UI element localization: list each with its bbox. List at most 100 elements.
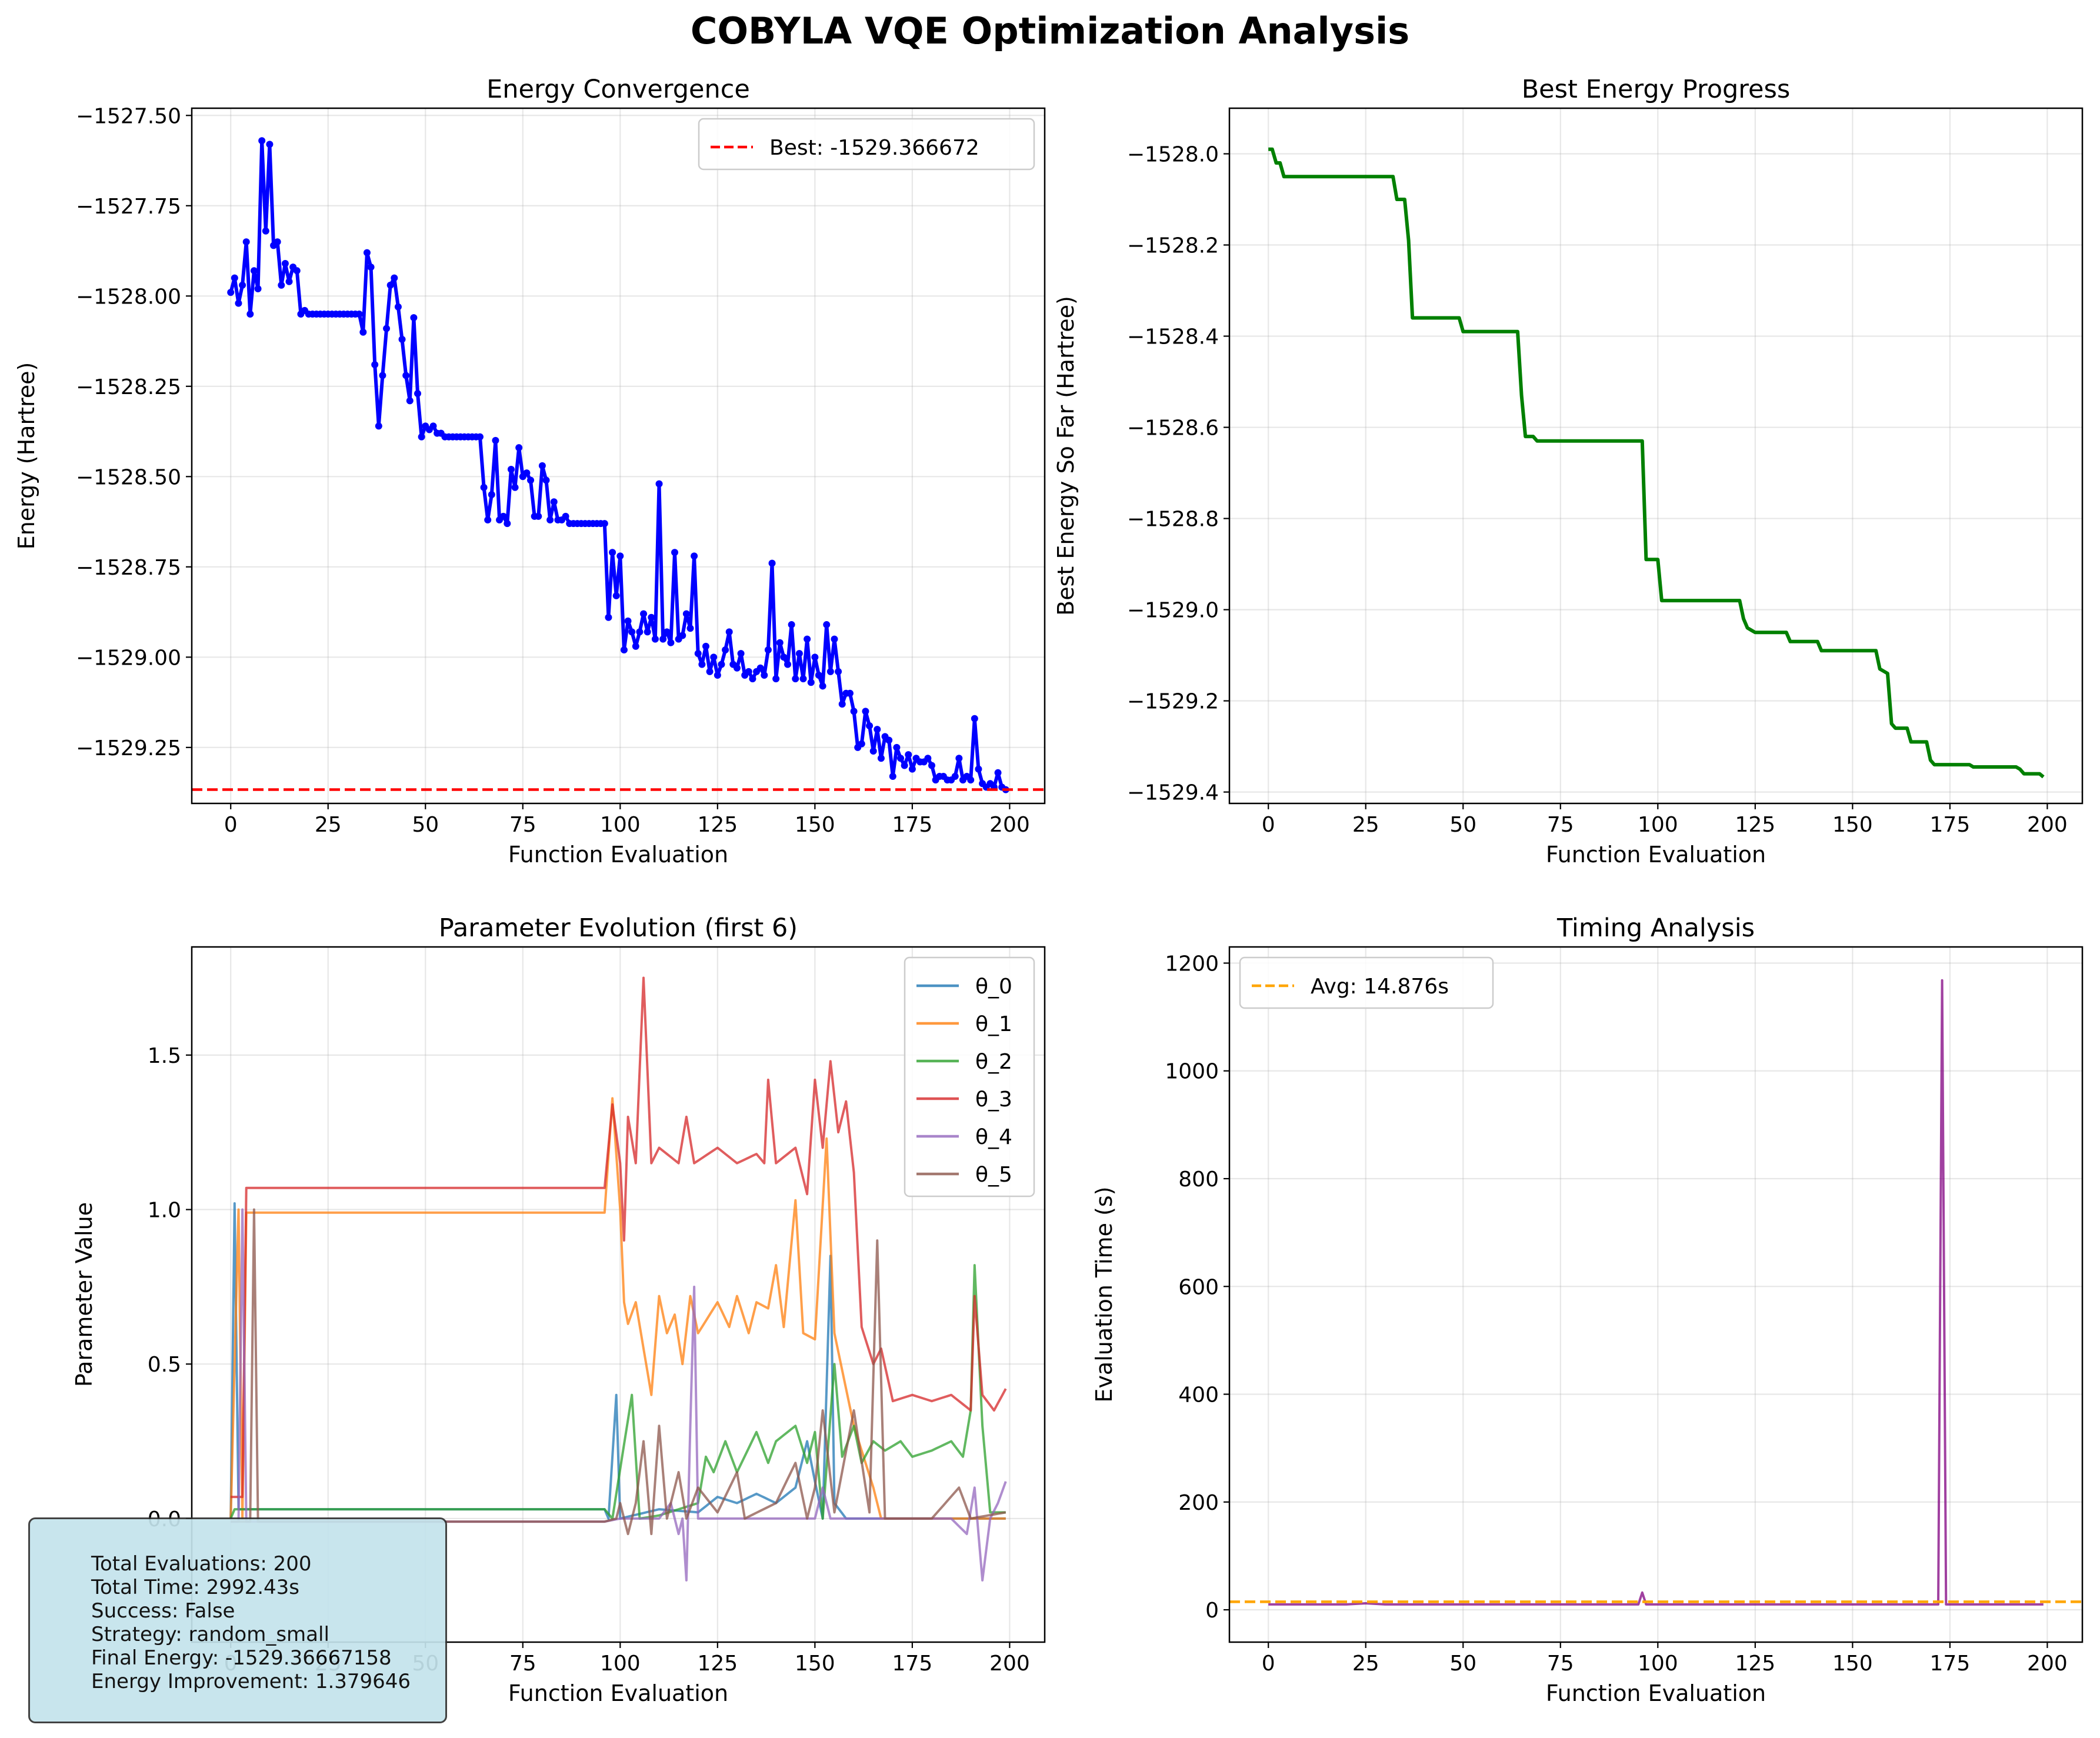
y-tick-label: −1528.8 [1127, 508, 1219, 532]
y-tick-label: 400 [1178, 1383, 1219, 1407]
data-point [823, 621, 831, 629]
data-point [776, 639, 784, 646]
data-point [386, 281, 394, 289]
legend-box [698, 118, 1035, 171]
data-point [846, 689, 854, 697]
series-line [231, 976, 1007, 1499]
data-point [546, 516, 554, 523]
data-point [274, 238, 281, 246]
data-point [714, 672, 721, 679]
data-point [858, 740, 865, 748]
data-point [655, 480, 663, 488]
data-point [971, 715, 978, 722]
y-tick-label: 1.0 [148, 1199, 181, 1223]
x-tick-label: 0 [1262, 813, 1275, 837]
data-point [640, 610, 648, 618]
figure-title: COBYLA VQE Optimization Analysis [691, 9, 1409, 52]
data-point [772, 675, 780, 683]
x-tick-label: 125 [1735, 1652, 1775, 1676]
data-point [679, 632, 686, 639]
data-point [967, 776, 975, 784]
data-point [975, 765, 982, 773]
x-axis-label: Function Evaluation [1546, 842, 1766, 868]
data-point [620, 646, 628, 654]
y-tick-label: 1200 [1165, 952, 1219, 976]
stats-line: Success: False [91, 1599, 235, 1623]
data-point [749, 675, 756, 683]
chart-params: 02550751001251501752000.00.51.01.5Parame… [71, 913, 1046, 1706]
x-tick-label: 75 [1547, 1652, 1574, 1676]
data-point [499, 512, 507, 520]
y-tick-label: −1528.2 [1127, 234, 1219, 258]
series-line [229, 1264, 1006, 1520]
data-point [609, 549, 616, 556]
data-point [258, 137, 266, 145]
x-tick-label: 200 [2027, 813, 2068, 837]
data-point [628, 628, 636, 636]
x-tick-label: 150 [795, 1652, 835, 1676]
data-point [718, 660, 725, 668]
x-tick-label: 175 [1930, 813, 1971, 837]
data-point [671, 549, 679, 556]
y-axis-label: Evaluation Time (s) [1091, 1186, 1117, 1402]
data-point [406, 397, 414, 405]
data-point [815, 672, 822, 679]
data-point [799, 675, 807, 683]
data-point [644, 628, 651, 636]
data-point [877, 755, 885, 762]
data-point [804, 635, 811, 643]
plot-area [229, 976, 1007, 1582]
data-point [725, 628, 733, 636]
axes-frame [191, 107, 1046, 805]
data-point [905, 751, 912, 759]
x-tick-label: 50 [1449, 1652, 1476, 1676]
data-point [480, 483, 488, 491]
data-point [866, 722, 874, 729]
legend-label: θ_3 [975, 1087, 1012, 1112]
data-point [231, 274, 238, 282]
x-tick-label: 100 [600, 1652, 641, 1676]
data-point [281, 260, 289, 268]
chart-title: Parameter Evolution (first 6) [439, 913, 798, 943]
chart-best: 0 25 50 75 100 125 150 175 200 −1529.4 −1529.2 −152… [1053, 75, 2084, 868]
x-tick-label: 150 [1832, 1652, 1873, 1676]
x-tick-label: 25 [1352, 1652, 1379, 1676]
data-point [663, 628, 671, 636]
data-point [278, 281, 285, 289]
legend-label: θ_4 [975, 1125, 1012, 1149]
x-tick-label: 25 [1352, 813, 1379, 837]
y-tick-label: 1000 [1165, 1060, 1219, 1084]
legend: Best: -1529.366672 [698, 118, 1035, 171]
data-point [402, 372, 410, 379]
data-point [418, 433, 425, 441]
data-point [659, 635, 667, 643]
data-point [831, 635, 838, 643]
stats-line: Strategy: random_small [91, 1623, 329, 1646]
data-point [363, 249, 371, 256]
data-point [768, 559, 776, 567]
data-point [745, 668, 752, 675]
data-point [535, 512, 542, 520]
data-point [651, 635, 659, 643]
x-tick-label: 0 [224, 813, 238, 837]
y-tick-label: 200 [1178, 1491, 1219, 1515]
data-point [562, 512, 569, 520]
series-line [229, 139, 1007, 792]
legend-label: Avg: 14.876s [1311, 975, 1449, 999]
data-point [636, 628, 644, 636]
data-point [889, 772, 896, 780]
x-tick-label: 150 [1832, 813, 1873, 837]
data-point [511, 483, 519, 491]
data-point [624, 617, 632, 625]
data-point [792, 675, 799, 683]
plot-area [1268, 147, 2045, 779]
data-point [250, 267, 258, 275]
y-tick-label: 800 [1178, 1167, 1219, 1192]
x-axis-label: Function Evaluation [508, 1680, 728, 1706]
x-tick-label: 150 [795, 813, 835, 837]
data-point [367, 263, 375, 271]
axes-frame [1228, 946, 2084, 1643]
y-tick-label: −1528.4 [1127, 325, 1219, 349]
x-axis-label: Function Evaluation [508, 842, 728, 868]
